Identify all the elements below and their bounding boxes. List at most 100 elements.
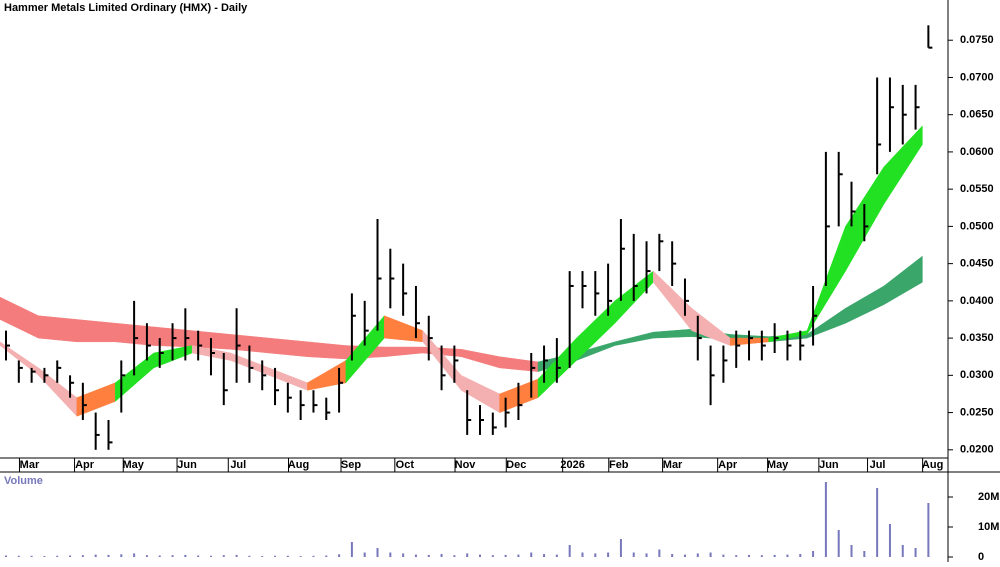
- volume-bar: [81, 555, 84, 557]
- volume-bar: [184, 554, 187, 557]
- volume-bar: [735, 555, 738, 557]
- volume-bar: [389, 552, 392, 557]
- volume-bar: [876, 488, 879, 557]
- volume-bar: [504, 554, 507, 557]
- volume-bar: [120, 554, 123, 557]
- ribbon-segment: [38, 315, 78, 343]
- volume-bar: [363, 552, 366, 557]
- volume-bar: [197, 555, 200, 557]
- volume-bar: [927, 503, 930, 557]
- ribbon-segment: [883, 255, 923, 306]
- volume-bar: [56, 555, 59, 557]
- volume-bar: [850, 545, 853, 557]
- volume-bar: [658, 549, 661, 557]
- x-tick-label: May: [123, 459, 145, 471]
- volume-bar: [453, 555, 456, 557]
- ribbon-segment: [76, 319, 116, 343]
- volume-bar: [145, 555, 148, 557]
- volume-bar: [760, 555, 763, 557]
- volume-bar: [607, 552, 610, 557]
- volume-bar: [325, 555, 328, 557]
- volume-bar: [274, 555, 277, 557]
- y-tick-label: 0.0200: [960, 444, 994, 456]
- volume-bar: [824, 482, 827, 557]
- volume-bar: [235, 554, 238, 557]
- volume-bar: [312, 555, 315, 557]
- volume-bar: [107, 554, 110, 557]
- volume-bar: [414, 554, 417, 557]
- volume-bar: [427, 554, 430, 557]
- volume-bar: [376, 548, 379, 557]
- volume-bar: [786, 554, 789, 557]
- volume-bar: [671, 554, 674, 557]
- x-tick-label: Mar: [20, 459, 40, 471]
- volume-bar: [517, 554, 520, 557]
- x-tick-label: Oct: [396, 459, 415, 471]
- x-tick-label: Aug: [922, 459, 943, 471]
- volume-bar: [543, 554, 546, 557]
- x-tick-label: Aug: [288, 459, 309, 471]
- volume-bar: [209, 555, 212, 557]
- volume-bar: [812, 551, 815, 557]
- x-tick-label: Mar: [663, 459, 683, 471]
- volume-bar: [683, 554, 686, 557]
- volume-bar: [645, 553, 648, 557]
- volume-bar: [581, 552, 584, 557]
- x-tick-label: Jul: [230, 459, 246, 471]
- volume-bar: [286, 555, 289, 557]
- y-tick-label: 0: [978, 551, 984, 562]
- volume-bar: [722, 554, 725, 557]
- y-tick-label: 0.0700: [960, 71, 994, 83]
- y-tick-label: 0.0300: [960, 369, 994, 381]
- volume-bar: [748, 554, 751, 557]
- volume-bar: [530, 552, 533, 557]
- volume-bar: [222, 555, 225, 557]
- x-tick-label: Feb: [609, 459, 629, 471]
- volume-bar: [914, 548, 917, 557]
- x-tick-label: Apr: [718, 459, 738, 471]
- volume-bar: [479, 554, 481, 557]
- x-tick-label: Dec: [506, 459, 526, 471]
- x-tick-label: 2026: [560, 459, 584, 471]
- volume-bar: [632, 552, 635, 557]
- volume-bar: [350, 542, 353, 557]
- volume-bar: [158, 555, 161, 557]
- volume-bar: [338, 554, 341, 557]
- y-tick-label: 0.0600: [960, 146, 994, 158]
- volume-bar: [299, 556, 302, 557]
- volume-bar: [901, 545, 904, 557]
- volume-bar: [773, 554, 776, 557]
- volume-bar: [466, 553, 469, 557]
- volume-bar: [491, 555, 494, 557]
- y-tick-label: 0.0550: [960, 183, 994, 195]
- volume-bar: [440, 554, 443, 557]
- volume-bar: [94, 554, 97, 557]
- x-tick-label: Apr: [75, 459, 95, 471]
- ribbon-segment: [883, 125, 923, 205]
- x-tick-label: Jun: [819, 459, 839, 471]
- volume-bar: [709, 552, 712, 557]
- chart-title: Hammer Metals Limited Ordinary (HMX) - D…: [4, 2, 248, 14]
- volume-bar: [171, 555, 174, 557]
- volume-bar: [594, 553, 597, 557]
- y-tick-label: 0.0500: [960, 220, 994, 232]
- volume-bar: [837, 530, 840, 557]
- volume-bar: [261, 556, 264, 557]
- volume-bar: [43, 556, 46, 557]
- volume-bar: [248, 555, 251, 557]
- volume-bar: [555, 554, 558, 557]
- x-tick-label: May: [767, 459, 789, 471]
- x-tick-label: Nov: [455, 459, 477, 471]
- y-tick-label: 0.0350: [960, 332, 994, 344]
- y-tick-label: 0.0400: [960, 295, 994, 307]
- volume-bar: [402, 553, 405, 557]
- volume-bar: [696, 553, 699, 557]
- volume-bar: [568, 545, 571, 557]
- volume-bar: [30, 555, 33, 557]
- y-tick-label: 0.0750: [960, 34, 994, 46]
- y-tick-label: 0.0250: [960, 406, 994, 418]
- volume-bar: [799, 554, 802, 557]
- volume-bar: [619, 539, 622, 557]
